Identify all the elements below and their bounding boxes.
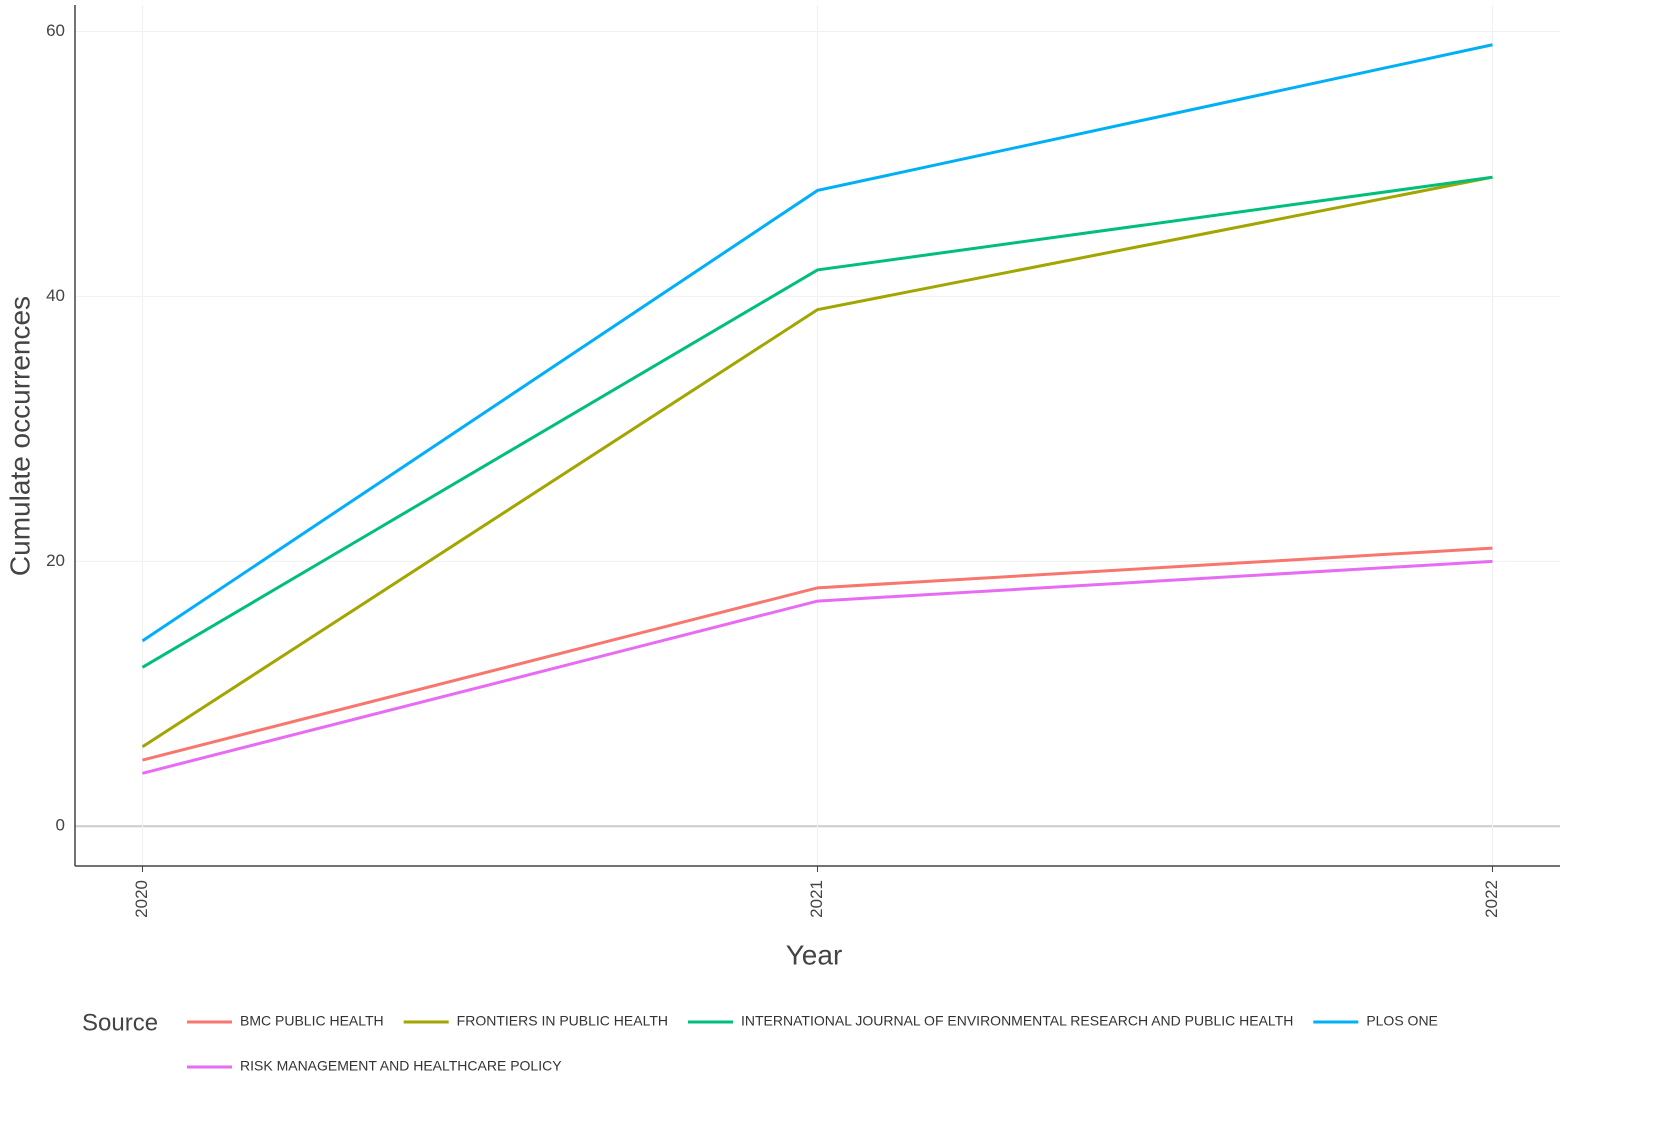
data-line [141, 175, 1493, 749]
y-tick-label: 40 [46, 286, 65, 305]
x-tick-label: 2020 [132, 880, 151, 918]
x-tick-label: 2021 [807, 880, 826, 918]
y-tick-label: 60 [46, 21, 65, 40]
data-line [142, 559, 1493, 775]
legend-label: BMC PUBLIC HEALTH [240, 1013, 384, 1029]
legend-title: Source [82, 1009, 158, 1036]
legend-label: FRONTIERS IN PUBLIC HEALTH [457, 1013, 668, 1029]
y-tick-label: 0 [56, 816, 65, 835]
legend-item: INTERNATIONAL JOURNAL OF ENVIRONMENTAL R… [688, 1013, 1293, 1029]
y-tick-label: 20 [46, 551, 65, 570]
legend-label: INTERNATIONAL JOURNAL OF ENVIRONMENTAL R… [741, 1013, 1293, 1029]
legend-label: PLOS ONE [1366, 1013, 1438, 1029]
legend-item: PLOS ONE [1313, 1013, 1438, 1029]
y-axis-title: Cumulate occurrences [4, 296, 35, 576]
legend-item: RISK MANAGEMENT AND HEALTHCARE POLICY [187, 1058, 562, 1074]
data-line [141, 43, 1493, 643]
data-line [141, 175, 1493, 669]
legend-item: BMC PUBLIC HEALTH [187, 1013, 384, 1029]
x-axis-title: Year [786, 939, 843, 970]
data-line [142, 546, 1493, 762]
legend-label: RISK MANAGEMENT AND HEALTHCARE POLICY [240, 1058, 562, 1074]
x-tick-label: 2022 [1482, 880, 1501, 918]
legend-item: FRONTIERS IN PUBLIC HEALTH [403, 1013, 668, 1029]
